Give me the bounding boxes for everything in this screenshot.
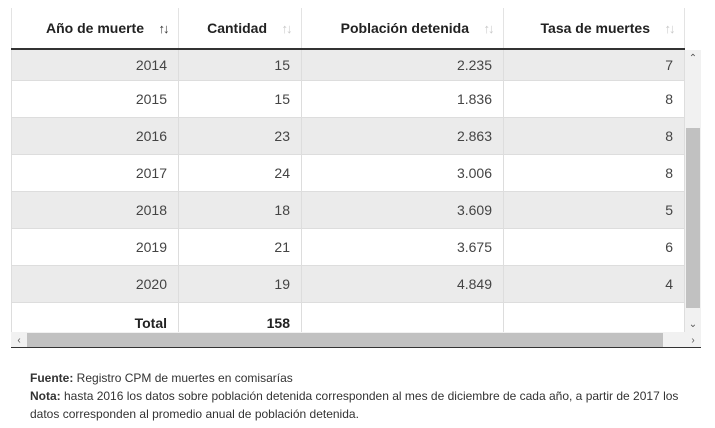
cell-cantidad: 24 bbox=[179, 155, 302, 191]
cell-poblacion: 2.235 bbox=[302, 50, 504, 80]
cell-poblacion: 1.836 bbox=[302, 81, 504, 117]
column-header-tasa[interactable]: Tasa de muertes ↑↓ bbox=[504, 8, 685, 48]
table-row: 2018 18 3.609 5 bbox=[11, 192, 685, 229]
horizontal-scrollbar[interactable]: ‹ › bbox=[11, 332, 701, 348]
cell-year: 2020 bbox=[11, 266, 179, 302]
table-row: 2020 19 4.849 4 bbox=[11, 266, 685, 303]
cell-year: 2016 bbox=[11, 118, 179, 154]
column-header-label: Cantidad bbox=[207, 20, 267, 36]
cell-tasa: 7 bbox=[504, 50, 685, 80]
column-header-cantidad[interactable]: Cantidad ↑↓ bbox=[179, 8, 302, 48]
column-header-label: Población detenida bbox=[340, 20, 469, 36]
cell-tasa: 8 bbox=[504, 155, 685, 191]
cell-total-poblacion bbox=[302, 303, 504, 332]
column-header-label: Tasa de muertes bbox=[540, 20, 650, 36]
vertical-scroll-thumb[interactable] bbox=[686, 128, 700, 308]
column-header-label: Año de muerte bbox=[45, 20, 144, 36]
column-header-year[interactable]: Año de muerte ↑↓ bbox=[11, 8, 179, 48]
table-notes: Fuente: Registro CPM de muertes en comis… bbox=[30, 369, 700, 423]
cell-cantidad: 15 bbox=[179, 50, 302, 80]
sort-icon[interactable]: ↑↓ bbox=[281, 20, 293, 36]
table-row: 2017 24 3.006 8 bbox=[11, 155, 685, 192]
cell-year: 2017 bbox=[11, 155, 179, 191]
column-header-poblacion[interactable]: Población detenida ↑↓ bbox=[302, 8, 504, 48]
cell-year: 2018 bbox=[11, 192, 179, 228]
sort-icon[interactable]: ↑↓ bbox=[664, 20, 676, 36]
vertical-scrollbar[interactable]: ⌃ ⌄ bbox=[685, 50, 701, 332]
cell-tasa: 4 bbox=[504, 266, 685, 302]
cell-cantidad: 18 bbox=[179, 192, 302, 228]
scroll-up-icon[interactable]: ⌃ bbox=[688, 52, 698, 64]
table-body[interactable]: 2014 15 2.235 7 2015 15 1.836 8 2016 23 … bbox=[11, 50, 685, 332]
scroll-down-icon[interactable]: ⌄ bbox=[688, 318, 698, 330]
data-table: Año de muerte ↑↓ Cantidad ↑↓ Población d… bbox=[11, 8, 701, 349]
cell-poblacion: 3.609 bbox=[302, 192, 504, 228]
source-label: Fuente: bbox=[30, 371, 74, 385]
horizontal-scroll-thumb[interactable] bbox=[27, 333, 663, 347]
table-row: 2016 23 2.863 8 bbox=[11, 118, 685, 155]
sort-descending-icon[interactable]: ↑↓ bbox=[158, 20, 170, 36]
cell-cantidad: 19 bbox=[179, 266, 302, 302]
scroll-right-icon[interactable]: › bbox=[691, 334, 695, 346]
table-row: 2015 15 1.836 8 bbox=[11, 81, 685, 118]
cell-total-tasa bbox=[504, 303, 685, 332]
cell-total-label: Total bbox=[11, 303, 179, 332]
cell-cantidad: 15 bbox=[179, 81, 302, 117]
cell-tasa: 8 bbox=[504, 118, 685, 154]
cell-total-cantidad: 158 bbox=[179, 303, 302, 332]
source-text: Registro CPM de muertes en comisarías bbox=[73, 371, 293, 385]
cell-poblacion: 3.675 bbox=[302, 229, 504, 265]
cell-poblacion: 4.849 bbox=[302, 266, 504, 302]
cell-year: 2014 bbox=[11, 50, 179, 80]
cell-cantidad: 23 bbox=[179, 118, 302, 154]
cell-year: 2019 bbox=[11, 229, 179, 265]
sort-icon[interactable]: ↑↓ bbox=[483, 20, 495, 36]
cell-cantidad: 21 bbox=[179, 229, 302, 265]
cell-tasa: 8 bbox=[504, 81, 685, 117]
methodology-note: Nota: hasta 2016 los datos sobre poblaci… bbox=[30, 387, 700, 423]
source-note: Fuente: Registro CPM de muertes en comis… bbox=[30, 369, 700, 387]
cell-poblacion: 3.006 bbox=[302, 155, 504, 191]
scroll-left-icon[interactable]: ‹ bbox=[17, 334, 21, 346]
cell-tasa: 5 bbox=[504, 192, 685, 228]
note-text: hasta 2016 los datos sobre población det… bbox=[30, 389, 679, 421]
cell-tasa: 6 bbox=[504, 229, 685, 265]
note-label: Nota: bbox=[30, 389, 61, 403]
table-row: 2019 21 3.675 6 bbox=[11, 229, 685, 266]
cell-poblacion: 2.863 bbox=[302, 118, 504, 154]
cell-year: 2015 bbox=[11, 81, 179, 117]
table-header: Año de muerte ↑↓ Cantidad ↑↓ Población d… bbox=[11, 8, 685, 50]
table-row: 2014 15 2.235 7 bbox=[11, 50, 685, 81]
table-total-row: Total 158 bbox=[11, 303, 685, 332]
